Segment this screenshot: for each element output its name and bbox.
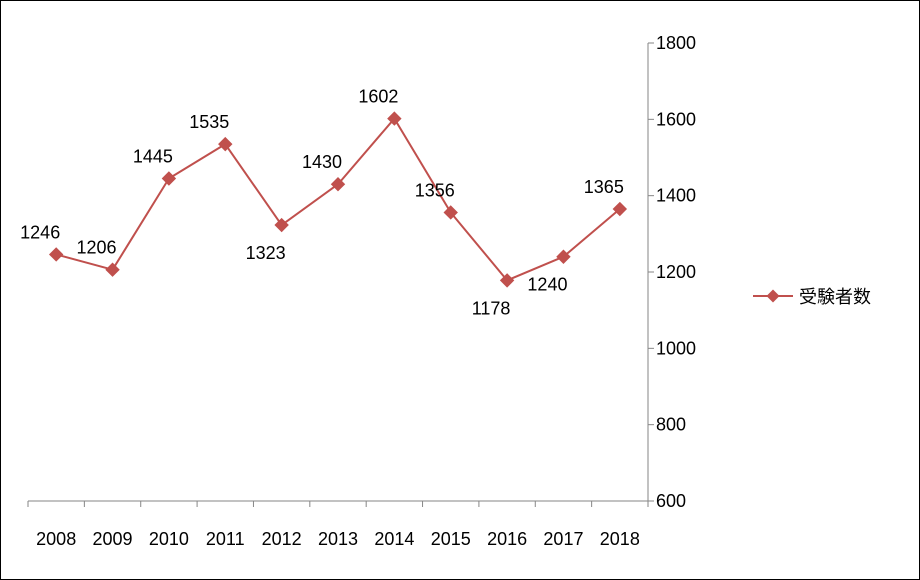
x-tick-label: 2015 <box>431 529 471 549</box>
y-tick-label: 600 <box>656 491 686 511</box>
data-point <box>105 262 120 277</box>
y-tick-label: 1200 <box>656 262 696 282</box>
x-tick-label: 2016 <box>487 529 527 549</box>
data-label: 1602 <box>358 87 398 107</box>
data-point <box>499 273 515 288</box>
data-label: 1365 <box>584 177 624 197</box>
y-tick-label: 1400 <box>656 186 696 206</box>
x-tick-label: 2011 <box>206 529 245 549</box>
series-line <box>55 117 621 282</box>
x-tick-label: 2009 <box>93 529 133 549</box>
data-point <box>161 171 177 186</box>
x-tick-label: 2014 <box>374 529 414 549</box>
x-tick-label: 2013 <box>318 529 358 549</box>
plot-area: 1246 1206 1445 1535 1323 1430 1602 1356 1178 1240… <box>20 87 628 318</box>
x-tick-label: 2017 <box>543 529 583 549</box>
data-label: 1356 <box>415 180 455 200</box>
data-point <box>612 201 628 217</box>
y-tick-label: 800 <box>656 415 686 435</box>
data-point <box>274 217 289 233</box>
y-tick-label: 1800 <box>656 33 696 53</box>
data-point <box>330 177 346 192</box>
y-tick-labels: 600 800 1000 1200 1400 1600 1800 <box>656 33 696 511</box>
data-point <box>218 136 233 152</box>
x-tick-label: 2010 <box>149 529 189 549</box>
x-tick-label: 2012 <box>262 529 302 549</box>
data-label: 1206 <box>77 238 117 258</box>
y-tick-label: 1600 <box>656 109 696 129</box>
x-tick-labels: 2008 2009 2010 2011 2012 2013 2014 2015 2016 2017… <box>36 529 640 549</box>
data-point <box>443 205 458 220</box>
legend-label: 受験者数 <box>799 287 871 307</box>
data-label: 1240 <box>527 275 567 295</box>
data-label: 1323 <box>246 243 286 263</box>
y-tick-label: 1000 <box>656 338 696 358</box>
legend: 受験者数 <box>753 287 871 307</box>
data-label: 1430 <box>302 152 342 172</box>
x-tick-label: 2008 <box>36 529 76 549</box>
data-label: 1445 <box>133 146 173 166</box>
data-label: 1178 <box>472 298 511 318</box>
axes <box>27 42 654 507</box>
data-label: 1535 <box>189 112 229 132</box>
x-tick-label: 2018 <box>600 529 640 549</box>
data-label: 1246 <box>20 222 60 242</box>
data-point <box>48 247 64 262</box>
data-point <box>556 249 571 264</box>
data-point <box>387 111 402 126</box>
legend-marker <box>766 289 780 303</box>
